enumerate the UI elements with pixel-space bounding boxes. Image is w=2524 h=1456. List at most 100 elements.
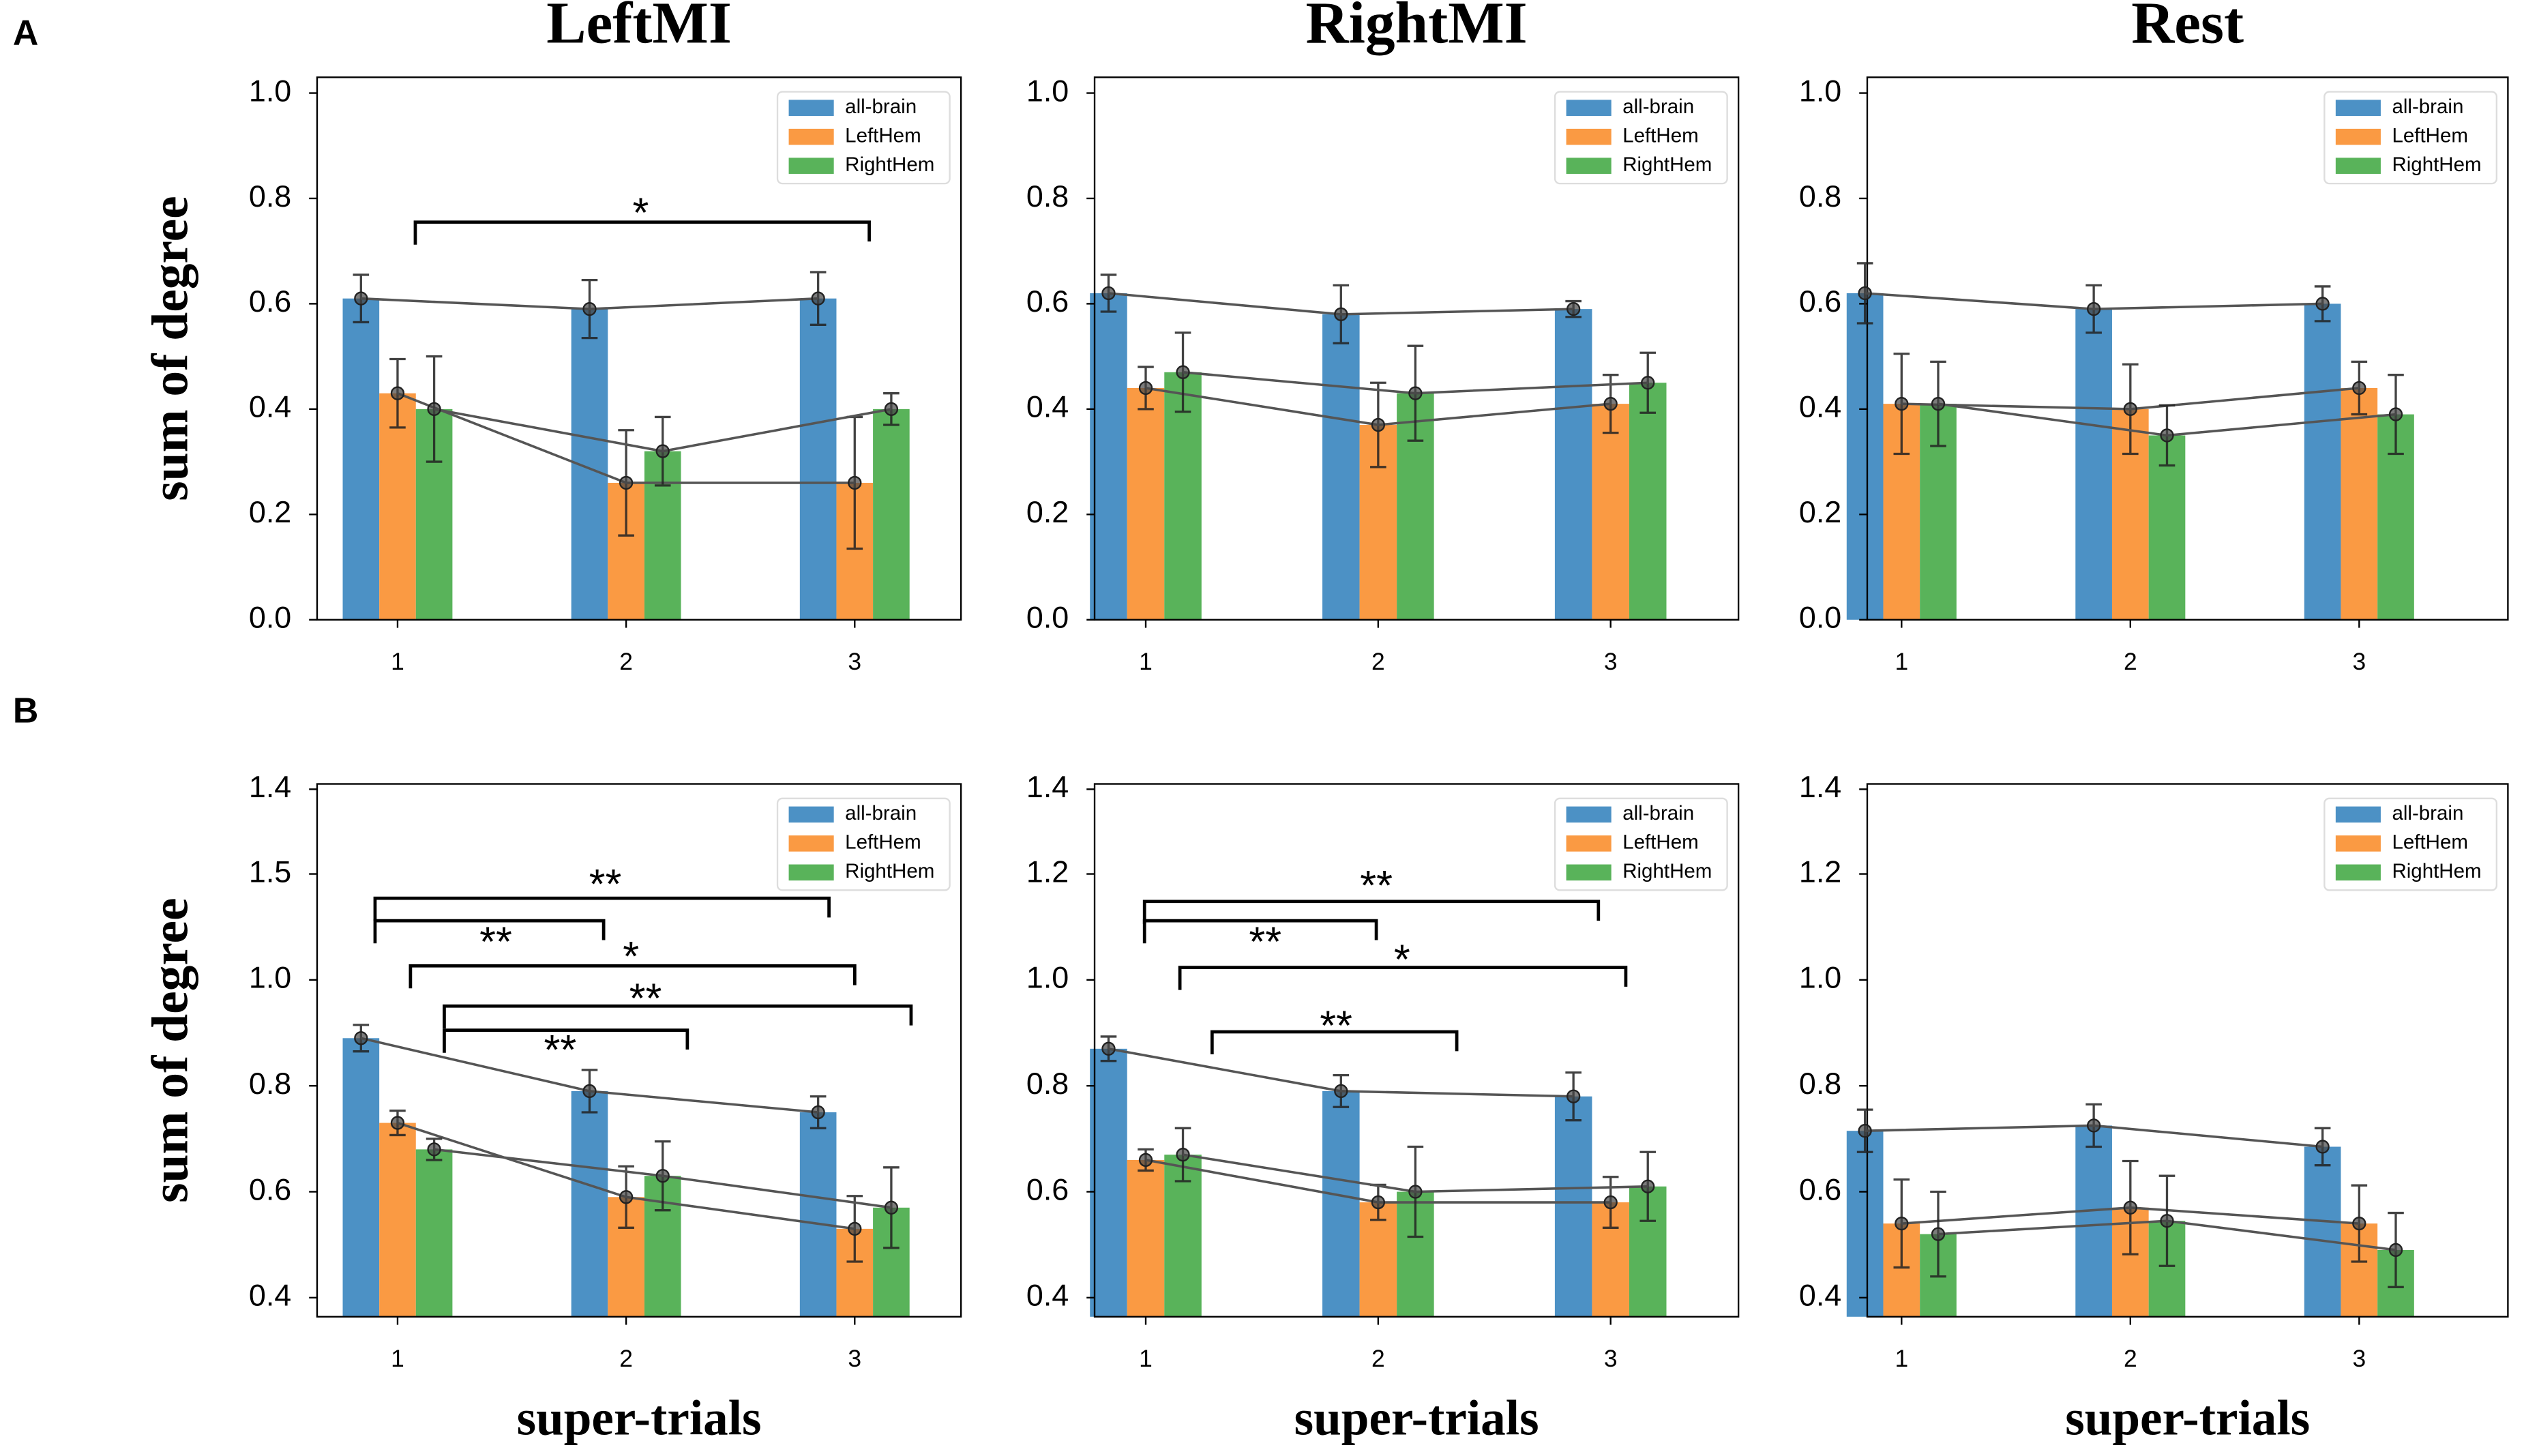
bar xyxy=(1846,293,1884,620)
y-tick-label: 1.0 xyxy=(1799,960,1841,995)
point xyxy=(390,386,405,400)
point xyxy=(1641,1179,1655,1193)
bar xyxy=(1322,1090,1360,1317)
plot-frame xyxy=(316,76,962,621)
x-tick-label: 1 xyxy=(1139,1345,1153,1372)
plot-frame xyxy=(1866,76,2509,621)
point xyxy=(1931,1227,1946,1241)
y-tick-label: 0.4 xyxy=(249,1278,291,1313)
point xyxy=(582,301,597,316)
bar xyxy=(1846,1131,1884,1317)
panel-label: A xyxy=(13,14,39,53)
y-tick-label: 0.8 xyxy=(249,179,291,213)
plot-frame xyxy=(316,783,962,1318)
y-tick-label: 1.4 xyxy=(249,769,291,804)
y-tick-label: 0.0 xyxy=(249,600,291,635)
legend-swatch xyxy=(2335,864,2381,881)
y-tick-label: 1.2 xyxy=(1799,854,1841,889)
legend-label: RightHem xyxy=(2392,153,2481,176)
point xyxy=(1176,1147,1190,1162)
legend-label: all-brain xyxy=(845,95,917,118)
y-tick-label: 0.4 xyxy=(1026,389,1069,424)
bar xyxy=(1322,314,1360,620)
legend-swatch xyxy=(788,864,834,881)
y-tick-label: 0.2 xyxy=(249,494,291,529)
significance-bracket xyxy=(409,964,857,989)
legend-label: all-brain xyxy=(2392,95,2463,118)
point xyxy=(1371,1195,1386,1210)
y-tick-label: 0.6 xyxy=(1799,284,1841,318)
legend-swatch xyxy=(788,835,834,852)
y-tick-label: 0.8 xyxy=(1026,1066,1069,1101)
y-axis-label: sum of degree xyxy=(143,196,199,501)
y-tick-label: 0.4 xyxy=(1799,389,1841,424)
point xyxy=(390,1116,405,1130)
y-tick-label: 0.4 xyxy=(1026,1278,1069,1313)
legend-label: RightHem xyxy=(1622,153,1712,176)
legend-label: RightHem xyxy=(845,153,934,176)
bar xyxy=(2341,387,2378,620)
y-tick-label: 1.0 xyxy=(1799,73,1841,108)
legend-label: LeftHem xyxy=(845,831,921,854)
significance-label: * xyxy=(623,933,639,980)
significance-label: * xyxy=(1394,936,1410,983)
y-tick-label: 0.2 xyxy=(1799,494,1841,529)
significance-bracket xyxy=(1210,1030,1459,1055)
point xyxy=(582,1084,597,1099)
point xyxy=(2086,301,2101,316)
point xyxy=(1603,396,1618,411)
point xyxy=(2160,428,2174,443)
point xyxy=(1858,286,1872,301)
significance-bracket xyxy=(1178,966,1628,990)
bar xyxy=(342,1038,380,1317)
point xyxy=(1567,301,1581,316)
y-tick-label: 1.0 xyxy=(249,73,291,108)
bar xyxy=(379,1123,416,1317)
bar xyxy=(873,408,910,620)
legend-label: all-brain xyxy=(1622,802,1694,824)
point xyxy=(354,291,368,306)
legend-swatch xyxy=(1566,100,1612,116)
x-tick-label: 3 xyxy=(1604,1345,1618,1372)
point xyxy=(2388,407,2403,421)
bar xyxy=(1127,387,1165,620)
bar xyxy=(379,393,416,620)
significance-bracket xyxy=(1142,900,1601,924)
significance-bracket xyxy=(413,220,871,245)
legend-swatch xyxy=(788,128,834,145)
point xyxy=(884,402,899,417)
panel-label: B xyxy=(13,691,39,730)
legend-swatch xyxy=(2335,806,2381,823)
y-tick-label: 0.4 xyxy=(249,389,291,424)
legend-swatch xyxy=(788,806,834,823)
point xyxy=(1371,417,1386,432)
bar xyxy=(2304,1146,2341,1317)
significance-label: ** xyxy=(1249,919,1281,966)
point xyxy=(655,444,670,458)
point xyxy=(1641,376,1655,390)
y-tick-label: 1.0 xyxy=(1026,73,1069,108)
significance-bracket xyxy=(443,1028,689,1053)
bar xyxy=(1629,383,1667,620)
point xyxy=(2388,1243,2403,1258)
point xyxy=(1895,396,1909,411)
point xyxy=(1138,1153,1153,1168)
x-tick-label: 2 xyxy=(2124,1345,2137,1372)
x-axis-label: super-trials xyxy=(1294,1390,1539,1445)
point xyxy=(619,475,634,490)
point xyxy=(2352,381,2366,396)
y-tick-label: 0.8 xyxy=(1799,1066,1841,1101)
legend-swatch xyxy=(2335,128,2381,145)
bar xyxy=(415,1149,453,1317)
panel-title: RightMI xyxy=(1306,0,1528,56)
panel-title: LeftMI xyxy=(546,0,732,56)
bar xyxy=(1554,1096,1592,1317)
legend-label: LeftHem xyxy=(845,124,921,147)
y-tick-label: 0.6 xyxy=(249,1172,291,1206)
x-axis-label: super-trials xyxy=(517,1390,762,1445)
point xyxy=(884,1200,899,1215)
x-tick-label: 3 xyxy=(848,648,861,675)
y-tick-label: 1.5 xyxy=(249,854,291,889)
y-tick-label: 0.8 xyxy=(249,1066,291,1101)
